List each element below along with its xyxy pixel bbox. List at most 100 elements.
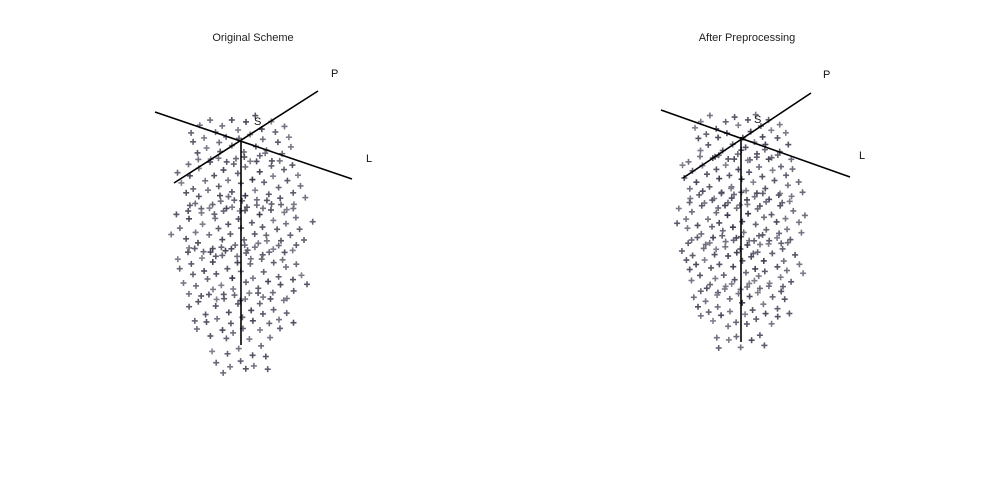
scatter-point	[725, 156, 731, 162]
scatter-point	[753, 221, 759, 227]
scatter-point	[232, 292, 238, 298]
scatter-point	[790, 208, 796, 214]
scatter-point	[792, 252, 798, 258]
scatter-point	[725, 212, 731, 218]
scatter-point	[695, 222, 701, 228]
scatter-point	[714, 335, 720, 341]
scatter-point	[276, 185, 282, 191]
scatter-point	[766, 283, 772, 289]
scatter-point	[760, 301, 766, 307]
scatter-point	[730, 264, 736, 270]
scatter-point	[213, 253, 219, 259]
scatter-point	[242, 193, 248, 199]
scatter-point	[705, 142, 711, 148]
scatter-point	[291, 288, 297, 294]
scatter-point	[676, 206, 682, 212]
scatter-point	[230, 286, 236, 292]
scatter-point	[710, 235, 716, 241]
scatter-point	[735, 122, 741, 128]
scatter-point	[255, 290, 261, 296]
scatter-point	[209, 348, 215, 354]
scatter-point	[233, 156, 239, 162]
scatter-point	[219, 123, 225, 129]
scatter-point	[183, 190, 189, 196]
scatter-point	[749, 337, 755, 343]
scatter-point	[284, 178, 290, 184]
scatter-point	[310, 219, 316, 225]
scatter-point	[783, 130, 789, 136]
scatter-point	[261, 269, 267, 275]
scatter-point	[757, 332, 763, 338]
scatter-point	[288, 144, 294, 150]
scatter-point	[217, 193, 223, 199]
scatter-point	[264, 238, 270, 244]
scatter-point	[221, 167, 227, 173]
scatter-point	[715, 304, 721, 310]
scatter-point	[187, 202, 193, 208]
scatter-point	[266, 249, 272, 255]
scatter-point	[747, 294, 753, 300]
scatter-point	[278, 202, 284, 208]
scatter-point	[282, 249, 288, 255]
scatter-point	[731, 156, 737, 162]
scatter-point	[780, 246, 786, 252]
scatter-point	[290, 277, 296, 283]
scatter-point	[281, 167, 287, 173]
scatter-point	[689, 278, 695, 284]
scatter-point	[185, 249, 191, 255]
scatter-point	[254, 158, 260, 164]
panel-after-preprocessing: After Preprocessing S P L	[661, 32, 865, 351]
scatter-point	[210, 286, 216, 292]
scatter-point	[298, 183, 304, 189]
scatter-point	[770, 294, 776, 300]
scatter-point	[287, 232, 293, 238]
scatter-point	[257, 169, 263, 175]
scatter-point	[257, 327, 263, 333]
scatter-point	[270, 246, 276, 252]
scatter-point	[196, 193, 202, 199]
scatter-point	[769, 321, 775, 327]
scatter-point	[235, 260, 241, 266]
scatter-point	[782, 296, 788, 302]
scatter-point	[770, 167, 776, 173]
scatter-point	[733, 334, 739, 340]
scatter-point	[231, 161, 237, 167]
scatter-point	[293, 261, 299, 267]
p-axis-line	[683, 93, 811, 178]
scatter-point	[201, 268, 207, 274]
scatter-point	[713, 166, 719, 172]
scatter-point	[290, 190, 296, 196]
scatter-point	[186, 245, 192, 251]
scatter-point	[252, 231, 258, 237]
scatter-point	[260, 205, 266, 211]
scatter-point	[768, 127, 774, 133]
scatter-point	[257, 153, 263, 159]
scatter-point	[785, 142, 791, 148]
scatter-point	[290, 247, 296, 253]
scatter-point	[265, 279, 271, 285]
axis-label-s: S	[254, 116, 261, 128]
scatter-point	[756, 164, 762, 170]
scatter-point	[756, 273, 762, 279]
scatter-point	[206, 232, 212, 238]
scatter-point	[241, 237, 247, 243]
scatter-point	[260, 311, 266, 317]
scatter-point	[800, 270, 806, 276]
scatter-point	[216, 226, 222, 232]
scatter-point	[716, 176, 722, 182]
scatter-point	[732, 114, 738, 120]
scatter-point	[265, 366, 271, 372]
scatter-point	[680, 162, 686, 168]
scatter-point	[700, 188, 706, 194]
scatter-point	[691, 294, 697, 300]
scatter-point	[784, 226, 790, 232]
scatter-point	[214, 316, 220, 322]
scatter-point	[730, 224, 736, 230]
scatter-point	[200, 221, 206, 227]
scatter-point	[750, 307, 756, 313]
scatter-point	[262, 150, 268, 156]
scatter-point	[754, 154, 760, 160]
scatter-point	[199, 255, 205, 261]
scatter-point	[195, 299, 201, 305]
